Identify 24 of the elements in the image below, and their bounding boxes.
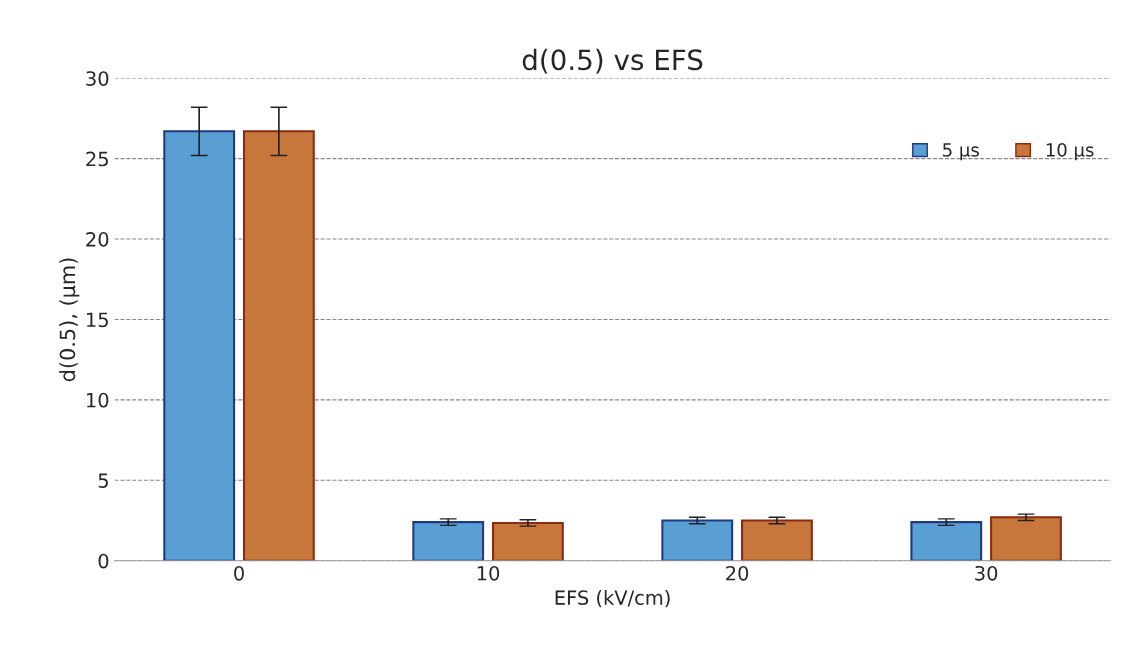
y-tick-label: 15 xyxy=(87,312,108,328)
y-tick-label: 0 xyxy=(98,553,109,569)
y-tick-label: 20 xyxy=(86,232,109,247)
y-tick-label: 30 xyxy=(86,71,109,86)
bar xyxy=(661,519,734,561)
bar xyxy=(163,130,236,561)
x-axis-title: EFS (kV/cm) xyxy=(555,589,670,608)
y-tick-label: 25 xyxy=(86,151,108,167)
x-tick-label: 20 xyxy=(726,565,749,581)
bar xyxy=(910,521,983,561)
y-tick-label: 10 xyxy=(87,392,109,408)
bar xyxy=(492,521,564,561)
legend-label: 5 µs xyxy=(943,143,979,161)
legend-label: 10 µs xyxy=(1046,143,1094,161)
y-axis-title: d(0.5), (µm) xyxy=(59,258,80,382)
bar xyxy=(412,521,485,561)
x-tick-label: 0 xyxy=(234,565,244,581)
y-tick-label: 5 xyxy=(98,473,108,488)
bar xyxy=(990,516,1062,561)
x-tick-label: 30 xyxy=(975,565,998,581)
bar xyxy=(242,130,315,561)
bar xyxy=(741,519,813,561)
chart-title: d(0.5) vs EFS xyxy=(522,48,703,74)
x-tick-label: 10 xyxy=(477,565,500,581)
